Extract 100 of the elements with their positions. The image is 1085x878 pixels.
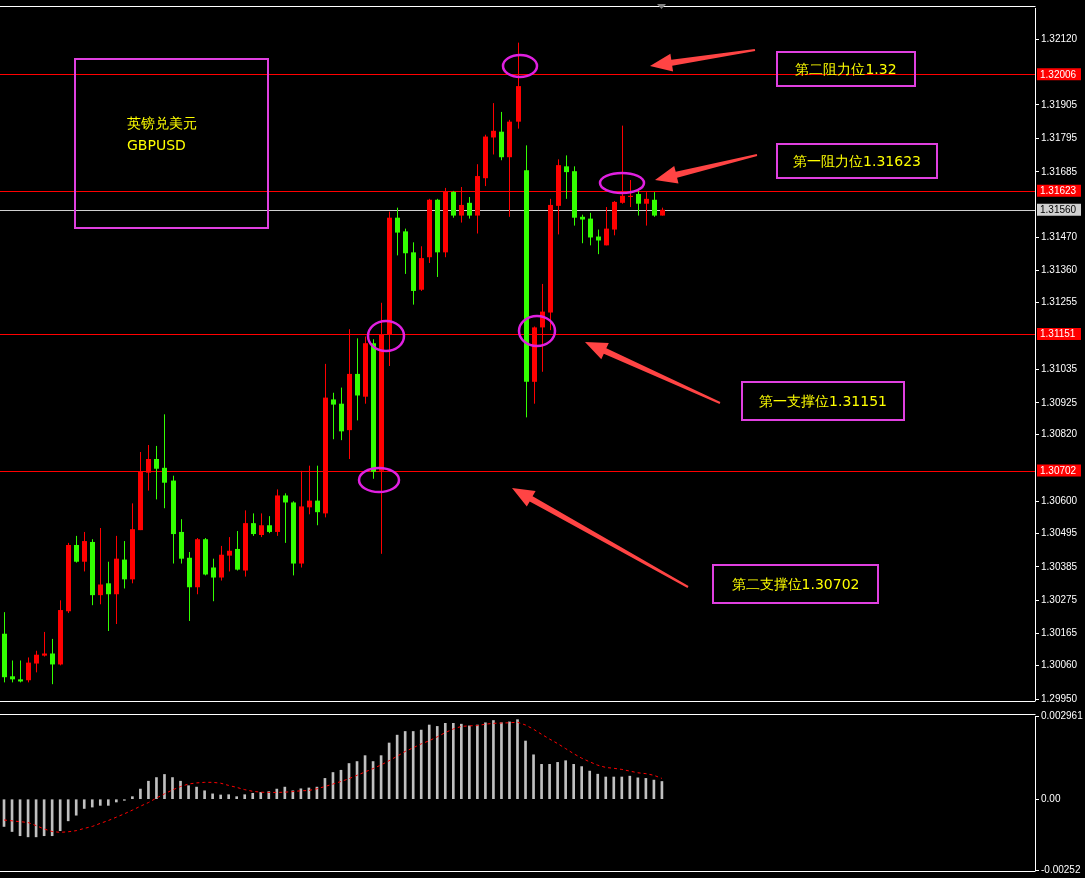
bar — [604, 776, 608, 800]
candlestick — [122, 540, 127, 589]
bar — [163, 774, 166, 800]
candlestick — [451, 190, 456, 219]
annotation: 英镑兑美元 — [127, 113, 197, 133]
bar — [115, 799, 118, 803]
candlestick — [10, 659, 15, 683]
line-series — [3, 721, 663, 833]
text-box: 第一阻力位1.31623 — [776, 143, 938, 179]
bar — [82, 799, 86, 809]
bar — [403, 731, 407, 800]
candlestick — [283, 492, 288, 544]
y-tick-label: 1.31795 — [1041, 132, 1078, 144]
annotation: 第二支撑位1.30702 — [731, 575, 860, 594]
bar — [227, 794, 230, 800]
candlestick — [50, 638, 55, 685]
bar — [524, 740, 527, 800]
text-box: 英镑兑美元 GBPUSD — [74, 58, 269, 229]
bar — [532, 754, 535, 800]
y-tick-label: -0.00252 — [1041, 863, 1081, 875]
bar — [147, 780, 150, 800]
y-tick-label: 1.31255 — [1041, 296, 1078, 308]
ref-line-label: 1.30702 — [1040, 464, 1077, 476]
candlestick — [42, 631, 47, 658]
candlestick — [395, 207, 400, 256]
candlestick — [235, 530, 240, 572]
candlestick — [564, 154, 569, 200]
candlestick — [162, 413, 167, 509]
candlestick — [636, 190, 641, 217]
candlestick — [74, 535, 79, 564]
bar — [283, 786, 287, 800]
bar — [219, 794, 222, 800]
candlestick — [251, 512, 256, 537]
ref-line-label: 1.31560 — [1040, 204, 1077, 216]
annotation: 第二阻力位1.32 — [795, 60, 897, 79]
candlestick — [227, 536, 232, 572]
bar — [516, 719, 519, 800]
bar — [195, 786, 198, 800]
bar — [155, 777, 158, 800]
annotation: 第一支撑位1.31151 — [759, 392, 887, 411]
bar — [74, 799, 78, 816]
bar — [179, 780, 182, 800]
bar — [235, 796, 239, 800]
text-box: 第一支撑位1.31151 — [741, 381, 905, 421]
candlestick — [331, 392, 336, 440]
bar — [171, 777, 174, 800]
bar — [492, 720, 495, 800]
y-tick-label: 1.30495 — [1041, 527, 1078, 539]
bar — [628, 775, 632, 800]
y-tick-label: 1.30925 — [1041, 396, 1078, 408]
candlestick — [403, 228, 408, 275]
candlestick — [219, 545, 224, 582]
bar — [443, 723, 447, 800]
y-tick-label: 1.30060 — [1041, 659, 1078, 671]
bar — [564, 760, 567, 800]
bar — [139, 788, 142, 800]
candlestick — [106, 561, 111, 632]
bar — [275, 788, 279, 800]
y-tick-label: 1.30165 — [1041, 627, 1078, 639]
annotation: 第一阻力位1.31623 — [793, 152, 921, 171]
candlestick — [98, 527, 103, 605]
bar — [548, 764, 551, 800]
candlestick — [652, 191, 657, 218]
text-box: 第二支撑位1.30702 — [712, 564, 879, 604]
y-tick-label: 1.30600 — [1041, 495, 1078, 507]
bar — [580, 766, 584, 800]
y-tick-label: 1.30385 — [1041, 560, 1078, 572]
bar — [251, 792, 255, 800]
bar — [427, 724, 431, 800]
y-tick-label: 1.32120 — [1041, 33, 1078, 45]
bar — [612, 776, 616, 800]
bar — [411, 731, 415, 800]
y-tick-label: 1.31685 — [1041, 165, 1078, 177]
bar — [66, 799, 70, 822]
candlestick — [355, 337, 360, 421]
candlestick — [588, 212, 593, 246]
bar — [187, 785, 190, 800]
bar — [211, 793, 214, 800]
bar — [484, 722, 487, 800]
candlestick — [18, 659, 23, 683]
bar — [106, 799, 110, 806]
bar — [588, 770, 592, 800]
bar — [620, 776, 624, 800]
annotation: GBPUSD — [127, 135, 186, 155]
bar — [131, 796, 134, 800]
bar — [435, 726, 439, 800]
ref-line-label: 1.32006 — [1040, 68, 1077, 80]
candlestick — [315, 465, 320, 526]
bar — [556, 762, 559, 800]
candlestick — [259, 512, 264, 538]
bar — [98, 799, 102, 806]
y-tick-label: 1.30820 — [1041, 428, 1078, 440]
bar — [419, 729, 423, 800]
y-tick-label: 1.31905 — [1041, 98, 1078, 110]
bar — [500, 722, 503, 800]
candlestick — [82, 531, 87, 572]
candlestick — [154, 445, 159, 500]
y-tick-label: 1.29950 — [1041, 692, 1078, 704]
bar — [468, 725, 471, 800]
bar — [476, 724, 479, 800]
